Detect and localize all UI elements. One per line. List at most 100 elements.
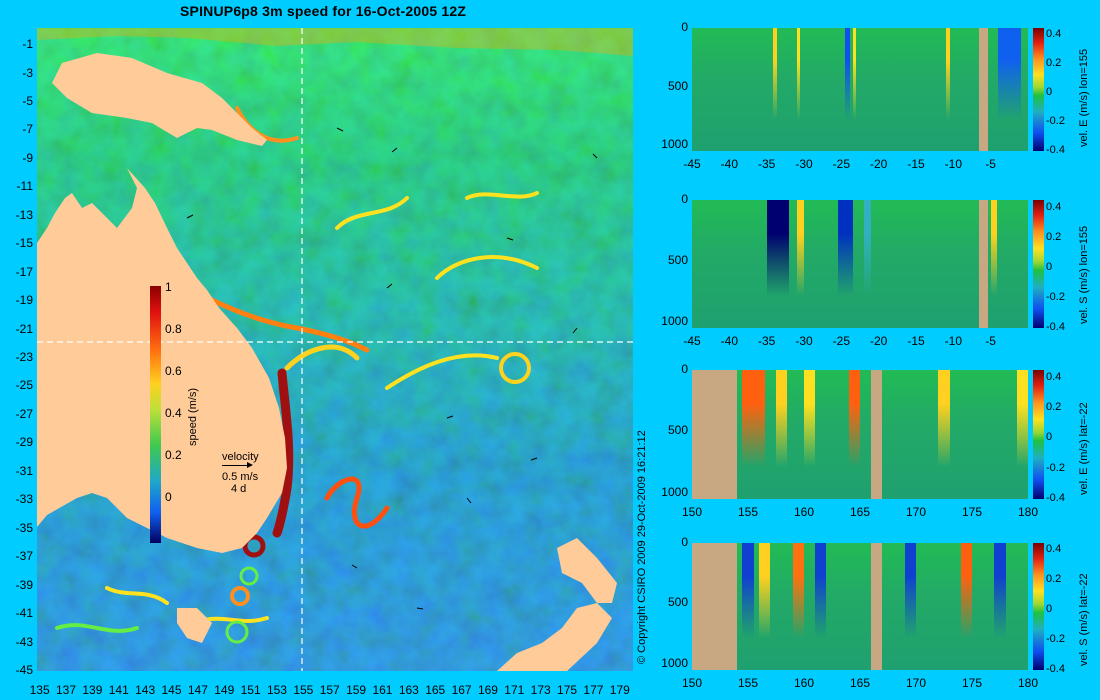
- section-band: [852, 28, 857, 121]
- map-y-tick: -3: [22, 65, 33, 80]
- velocity-key-duration: 4 d: [231, 483, 247, 495]
- map-y-tick: -21: [15, 321, 33, 336]
- map-x-tick: 159: [346, 683, 367, 697]
- map-x-tick: 149: [214, 683, 235, 697]
- section-x-tick: 150: [681, 505, 703, 519]
- section-x-tick: 170: [905, 676, 927, 690]
- section-band: [692, 370, 737, 499]
- map-x-tick: 177: [583, 683, 604, 697]
- colorbar-tick: 0.2: [165, 448, 182, 462]
- map-y-tick: -1: [22, 37, 33, 52]
- section-x-tick: 175: [961, 676, 983, 690]
- map-y-tick: -19: [15, 293, 33, 308]
- section-x-tick: -35: [757, 157, 776, 171]
- colorbar-tick: 0.4: [165, 406, 182, 420]
- map-y-tick: -15: [15, 236, 33, 251]
- section-band: [1016, 370, 1028, 467]
- section-band: [998, 28, 1021, 121]
- section-y-tick: 500: [667, 423, 688, 438]
- section-y-tick: 500: [667, 595, 688, 610]
- section-colorbar-tick: 0: [1046, 431, 1053, 444]
- section-x-tick: -25: [832, 334, 850, 348]
- section-colorbar-tick: 0: [1046, 603, 1053, 616]
- section-colorbar-tick: -0.4: [1046, 492, 1065, 504]
- section-band: [804, 370, 816, 467]
- map-x-tick: 137: [55, 683, 77, 697]
- map-x-tick: 135: [29, 683, 50, 697]
- section-colorbar-tick: 0.2: [1046, 400, 1062, 413]
- map-x-tick: 151: [240, 683, 261, 697]
- section-band: [692, 543, 737, 670]
- section-x-tick: 170: [905, 505, 927, 519]
- velocity-vectors: [186, 127, 598, 610]
- map-x-tick: 143: [135, 683, 156, 697]
- map-x-tick: 157: [319, 683, 340, 697]
- map-colorbar: [150, 286, 161, 543]
- section-colorbar-tick: 0.4: [1046, 543, 1062, 556]
- section-x-tick: 175: [961, 505, 983, 519]
- map-x-tick: 145: [161, 683, 182, 697]
- colorbar-tick: 0.8: [165, 322, 182, 336]
- section-colorbar-tick: 0.2: [1046, 573, 1062, 586]
- velocity-key-speed: 0.5 m/s: [222, 471, 259, 483]
- map-x-tick: 169: [477, 683, 498, 697]
- section-band: [871, 543, 883, 670]
- section-colorbar: [1033, 543, 1044, 670]
- section-colorbar-tick: -0.4: [1046, 663, 1065, 675]
- section-band: [960, 543, 972, 639]
- section-x-tick: -25: [832, 157, 850, 171]
- map-x-tick: 161: [372, 683, 393, 697]
- section-x-tick: 180: [1017, 676, 1039, 690]
- section-colorbar-tick: -0.4: [1046, 321, 1065, 333]
- speed-map: [37, 28, 633, 671]
- section-band: [742, 543, 754, 639]
- section-y-tick: 1000: [661, 137, 688, 152]
- map-y-tick: -25: [15, 378, 33, 393]
- chart-title: SPINUP6p8 3m speed for 16-Oct-2005 12Z: [180, 3, 467, 19]
- section-colorbar: [1033, 200, 1044, 328]
- section-band: [792, 543, 804, 639]
- section-band: [994, 543, 1006, 639]
- section-x-tick: -20: [869, 157, 888, 171]
- section-band: [938, 370, 950, 467]
- section-colorbar-tick: -0.2: [1046, 115, 1065, 128]
- map-y-tick: -23: [15, 350, 33, 365]
- section-x-tick: -15: [907, 157, 925, 171]
- map-y-tick: -17: [15, 264, 33, 279]
- map-x-tick: 173: [530, 683, 551, 697]
- section-band: [979, 28, 988, 151]
- section-colorbar-tick: -0.2: [1046, 633, 1065, 646]
- section-x-tick: 150: [681, 676, 703, 690]
- section-colorbar-tick: -0.4: [1046, 144, 1065, 156]
- section-colorbar-tick: 0.2: [1046, 230, 1062, 243]
- velocity-key: velocity 0.5 m/s 4 d: [222, 451, 259, 495]
- section-x-tick: 160: [793, 676, 815, 690]
- map-y-tick: -37: [15, 549, 33, 564]
- section-x-tick: 180: [1017, 505, 1039, 519]
- map-y-tick: -29: [15, 435, 33, 450]
- section-colorbar-tick: -0.2: [1046, 461, 1065, 474]
- section-colorbar-label: vel. E (m/s) lon=155: [1078, 48, 1090, 147]
- map-y-tick: -7: [22, 122, 33, 137]
- section-band: [945, 28, 951, 121]
- section-band: [904, 543, 916, 639]
- section-colorbar-tick: 0: [1046, 86, 1053, 99]
- east-australian-current: [272, 368, 294, 538]
- section-band: [815, 543, 827, 639]
- section-x-tick: 165: [849, 505, 871, 519]
- section-band: [742, 370, 765, 467]
- section-x-tick: -10: [944, 157, 962, 171]
- map-x-tick: 163: [398, 683, 419, 697]
- section-colorbar: [1033, 370, 1044, 499]
- map-x-tick: 171: [504, 683, 525, 697]
- section-y-tick: 0: [681, 192, 688, 206]
- section-band: [766, 200, 790, 296]
- section-colorbar-tick: -0.2: [1046, 290, 1065, 303]
- map-y-tick: -33: [15, 492, 33, 507]
- section-x-tick: -45: [683, 157, 701, 171]
- section-band: [863, 200, 872, 296]
- section-x-tick: 165: [849, 676, 871, 690]
- land: [37, 28, 633, 671]
- colorbar-tick: 1: [165, 280, 172, 294]
- section-colorbar-tick: 0.4: [1046, 370, 1062, 383]
